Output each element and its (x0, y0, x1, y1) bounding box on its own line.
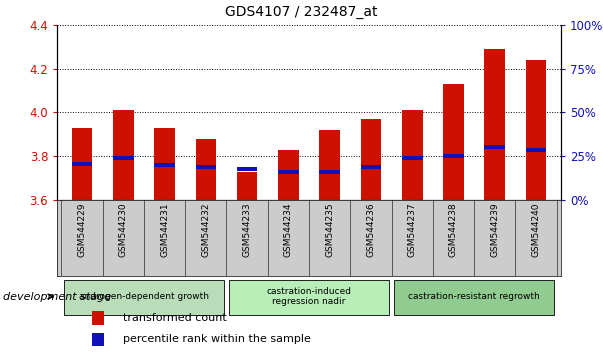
Bar (402, 156, 423, 160)
Text: percentile rank within the sample: percentile rank within the sample (123, 335, 311, 344)
Bar (484, 145, 505, 149)
Text: GDS4107 / 232487_at: GDS4107 / 232487_at (226, 5, 377, 19)
Text: castration-induced
regression nadir: castration-induced regression nadir (267, 287, 352, 306)
Bar (92, 312, 104, 325)
Bar (237, 167, 257, 171)
Bar (443, 84, 464, 200)
Text: GSM544235: GSM544235 (325, 202, 334, 257)
Bar (72, 128, 92, 200)
Text: castration-resistant regrowth: castration-resistant regrowth (408, 292, 540, 301)
Bar (443, 154, 464, 158)
Bar (154, 128, 175, 200)
Bar (195, 139, 216, 200)
Bar (237, 172, 257, 200)
Text: GSM544230: GSM544230 (119, 202, 128, 257)
Text: GSM544233: GSM544233 (242, 202, 251, 257)
Text: androgen-dependent growth: androgen-dependent growth (79, 292, 209, 301)
Bar (113, 156, 134, 160)
Text: GSM544229: GSM544229 (78, 202, 87, 257)
Text: GSM544240: GSM544240 (531, 202, 540, 257)
Bar (195, 165, 216, 169)
Bar (484, 49, 505, 200)
Bar (526, 60, 546, 200)
Text: GSM544238: GSM544238 (449, 202, 458, 257)
Text: GSM544231: GSM544231 (160, 202, 169, 257)
Text: GSM544234: GSM544234 (284, 202, 293, 257)
Bar (278, 170, 298, 173)
Text: transformed count: transformed count (123, 313, 227, 323)
Text: GSM544236: GSM544236 (367, 202, 376, 257)
Text: development stage: development stage (3, 292, 111, 302)
Bar (92, 333, 104, 346)
Bar (320, 130, 340, 200)
Text: GSM544237: GSM544237 (408, 202, 417, 257)
Bar (278, 150, 298, 200)
Bar (361, 119, 381, 200)
Bar (402, 110, 423, 200)
Bar (361, 165, 381, 169)
Text: GSM544232: GSM544232 (201, 202, 210, 257)
Bar (320, 170, 340, 173)
Bar (526, 148, 546, 152)
Text: GSM544239: GSM544239 (490, 202, 499, 257)
Bar (113, 110, 134, 200)
Bar (154, 163, 175, 167)
Bar (72, 162, 92, 166)
FancyBboxPatch shape (394, 280, 554, 315)
FancyBboxPatch shape (229, 280, 389, 315)
FancyBboxPatch shape (65, 280, 224, 315)
